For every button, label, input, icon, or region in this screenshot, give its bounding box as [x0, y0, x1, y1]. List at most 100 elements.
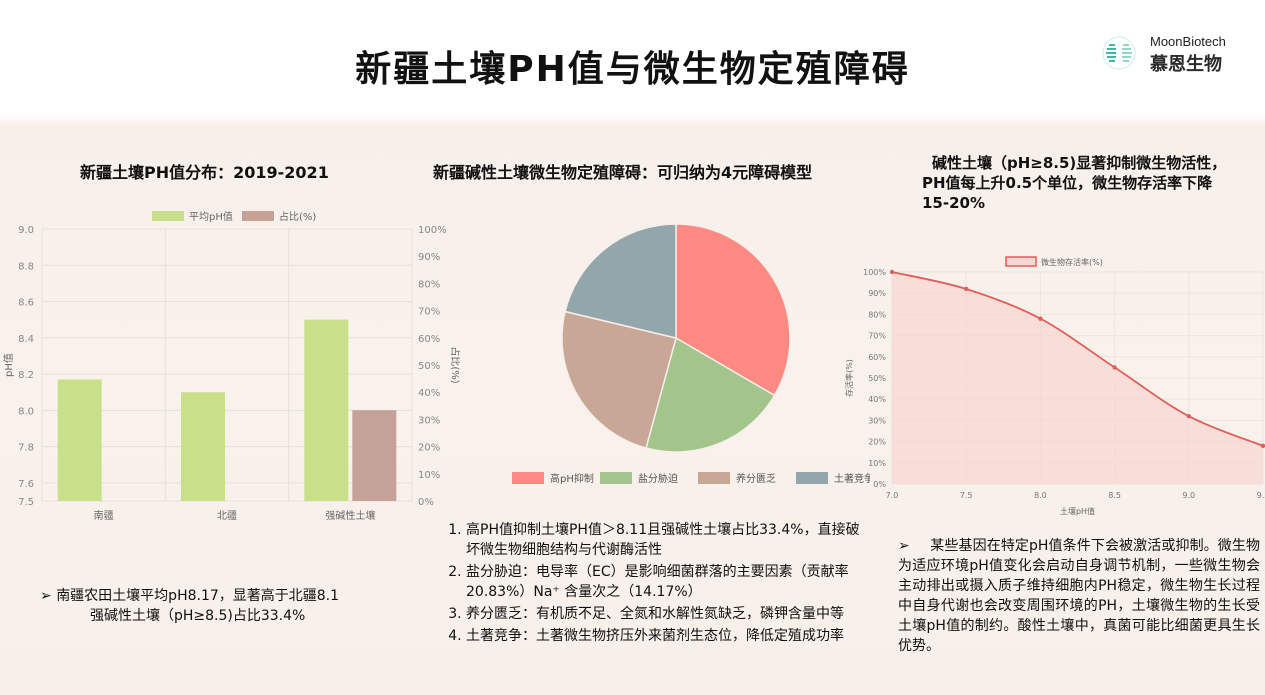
legend-label: 高pH抑制 [550, 472, 594, 485]
legend-label: 盐分胁迫 [638, 472, 678, 485]
y-tick-label: 60% [868, 353, 886, 362]
y-tick-label: 7.6 [18, 479, 34, 490]
company-logo: MoonBiotech 慕恩生物 [1100, 32, 1250, 76]
y2-tick-label: 40% [418, 388, 440, 399]
data-point [964, 286, 969, 292]
right-heading-line1: 碱性土壤（pH≥8.5)显著抑制微生物活性， [932, 154, 1227, 172]
y-tick-label: 8.8 [18, 261, 34, 272]
legend-swatch [1005, 256, 1037, 267]
legend-label: 微生物存活率(%) [1041, 257, 1103, 267]
bullet-arrow-icon: ➢ [898, 538, 915, 554]
survival-line-chart: 0% 10% 20% 30% 40% 50% 60% 70% 80% 90% 100% 7.0 7.5 8… [844, 256, 1265, 516]
legend-swatch [600, 472, 632, 484]
barrier-pie-chart: 高pH抑制 盐分胁迫 养分匮乏 土著竞争 [512, 223, 870, 485]
data-point [1186, 413, 1191, 419]
list-item: 盐分胁迫：电导率（EC）是影响细菌群落的主要因素（贡献率20.83%）Na⁺ 含… [466, 562, 860, 602]
y-axis-label: pH值 [2, 353, 15, 377]
logo-text-cn: 慕恩生物 [1150, 54, 1222, 75]
legend-label: 平均pH值 [189, 210, 233, 223]
x-tick-label: 9.0 [1182, 491, 1195, 500]
y-tick-label: 9.0 [18, 225, 34, 236]
middle-chart-heading: 新疆碱性土壤微生物定殖障碍：可归纳为4元障碍模型 [433, 163, 813, 182]
y2-tick-label: 100% [418, 225, 447, 236]
x-tick-label: 7.0 [886, 491, 899, 500]
left-chart-heading: 新疆土壤PH值分布：2019-2021 [80, 163, 329, 182]
logo-circle-icon [1102, 36, 1136, 70]
bar-ph [57, 379, 102, 501]
x-axis-label: 土壤pH值 [1060, 506, 1095, 516]
y-tick-label: 8.0 [18, 406, 34, 417]
y2-tick-label: 20% [418, 443, 440, 454]
barrier-list: 高PH值抑制土壤PH值＞8.11且强碱性土壤占比33.4%，直接破坏微生物细胞结… [440, 520, 860, 648]
legend-swatch [698, 472, 730, 484]
y2-tick-label: 50% [418, 361, 440, 372]
pie-slice [645, 336, 776, 453]
legend-swatch [242, 211, 274, 221]
legend-label: 占比(%) [279, 210, 316, 223]
y-tick-label: 7.5 [18, 497, 34, 508]
y-tick-label: 8.6 [18, 298, 34, 309]
legend-label: 土著竞争 [834, 472, 870, 485]
y-tick-label: 20% [868, 438, 886, 447]
y-tick-label: 8.4 [18, 334, 34, 345]
bar-ph [304, 319, 349, 501]
y-tick-label: 100% [863, 268, 886, 277]
right-note: ➢ 某些基因在特定pH值条件下会被激活或抑制。微生物为适应环境pH值变化会启动自… [898, 536, 1260, 656]
data-point [1260, 443, 1265, 449]
list-item: 养分匮乏：有机质不足、全氮和水解性氮缺乏，磷钾含量中等 [466, 604, 860, 624]
y2-tick-label: 80% [418, 279, 440, 290]
data-point [1038, 316, 1043, 321]
data-point [889, 269, 895, 275]
y2-axis-label: 占比(%) [449, 346, 460, 383]
y-tick-label: 0% [873, 480, 886, 489]
y-tick-label: 70% [868, 332, 886, 341]
list-item: 土著竞争：土著微生物挤压外来菌剂生态位，降低定殖成功率 [466, 626, 860, 646]
x-tick-label: 强碱性土壤 [325, 509, 375, 522]
bullet-arrow-icon: ➢ [40, 588, 57, 604]
left-note: ➢ 南疆农田土壤平均pH8.17，显著高于北疆8.1 强碱性土壤（pH≥8.5)… [40, 586, 440, 626]
x-tick-label: 北疆 [217, 510, 237, 522]
logo-text-en: MoonBiotech [1150, 34, 1226, 49]
y-tick-label: 40% [868, 395, 886, 404]
x-tick-label: 9.5 [1257, 491, 1265, 500]
y-tick-label: 30% [868, 416, 886, 425]
y-tick-label: 10% [868, 459, 886, 468]
y-tick-label: 80% [868, 310, 886, 319]
x-tick-label: 8.5 [1108, 491, 1121, 500]
y2-tick-label: 0% [418, 497, 434, 508]
y2-tick-label: 30% [418, 415, 440, 426]
bar-ph [181, 392, 225, 501]
y-tick-label: 7.8 [18, 443, 34, 454]
x-tick-label: 8.0 [1034, 491, 1047, 500]
x-tick-label: 南疆 [94, 509, 114, 522]
pie-slice [564, 223, 677, 339]
pie-slice [675, 223, 791, 397]
bar-share [352, 410, 397, 501]
left-note-line2: 强碱性土壤（pH≥8.5)占比33.4% [90, 608, 306, 624]
y2-tick-label: 90% [418, 252, 440, 263]
y2-tick-label: 60% [418, 334, 440, 345]
right-chart-heading: 碱性土壤（pH≥8.5)显著抑制微生物活性， PH值每上升0.5个单位，微生物存… [922, 153, 1226, 213]
right-note-text: 某些基因在特定pH值条件下会被激活或抑制。微生物为适应环境pH值变化会启动自身调… [898, 538, 1260, 654]
data-point [1112, 365, 1117, 370]
ph-bar-chart: 7.5 7.6 7.8 8.0 8.2 8.4 8.6 8.8 9.0 0% 10% 20% 30% 40… [2, 210, 460, 522]
y-tick-label: 8.2 [18, 370, 34, 381]
right-heading-line2: PH值每上升0.5个单位，微生物存活率下降 [922, 174, 1213, 192]
y-axis-label: 存活率(%) [844, 359, 854, 397]
legend-swatch [512, 472, 544, 484]
y2-tick-label: 70% [418, 307, 440, 318]
left-note-line1: 南疆农田土壤平均pH8.17，显著高于北疆8.1 [56, 588, 340, 604]
legend-swatch [152, 211, 184, 221]
page-title: 新疆土壤PH值与微生物定殖障碍 [355, 49, 910, 90]
right-heading-line3: 15-20% [922, 194, 986, 212]
series-line [891, 271, 1264, 447]
y2-tick-label: 10% [418, 470, 440, 481]
legend-swatch [796, 472, 828, 484]
x-tick-label: 7.5 [960, 491, 973, 500]
y-tick-label: 50% [868, 374, 886, 383]
line-area-fill [892, 272, 1263, 484]
pie-slice [561, 310, 677, 449]
legend-label: 养分匮乏 [736, 472, 776, 485]
y-tick-label: 90% [868, 289, 886, 298]
list-item: 高PH值抑制土壤PH值＞8.11且强碱性土壤占比33.4%，直接破坏微生物细胞结… [466, 520, 860, 560]
